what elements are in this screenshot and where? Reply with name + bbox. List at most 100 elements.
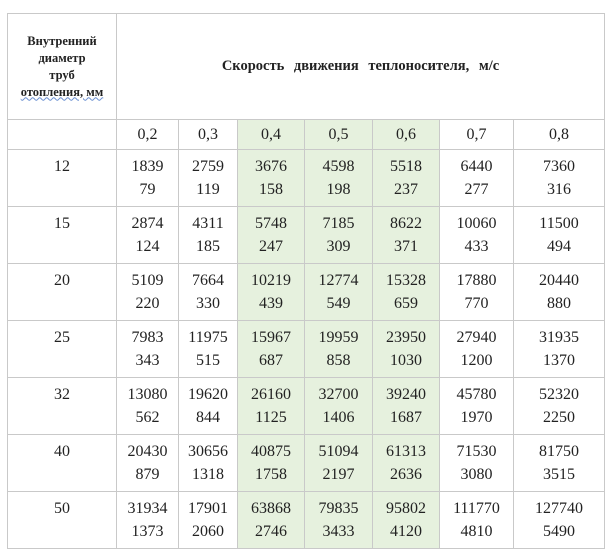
value-cell: 71530 3080 bbox=[440, 435, 514, 492]
power-value: 439 bbox=[259, 295, 283, 312]
flow-value: 20440 bbox=[539, 272, 579, 289]
value-cell: 7983 343 bbox=[117, 321, 179, 378]
diameter-header: Внутренний диаметр труб отопления, мм bbox=[7, 13, 117, 120]
power-value: 844 bbox=[196, 409, 220, 426]
value-cell: 31934 1373 bbox=[117, 492, 179, 549]
speed-value-cell: 0,4 bbox=[238, 120, 305, 150]
power-value: 1970 bbox=[460, 409, 493, 426]
table-row: 50 31934 1373 17901 2060 63868 2746 79835 3433 95… bbox=[7, 492, 605, 549]
value-cell: 39240 1687 bbox=[373, 378, 440, 435]
value-cell: 5748 247 bbox=[238, 207, 305, 264]
power-value: 1318 bbox=[192, 466, 224, 483]
power-value: 2197 bbox=[322, 466, 355, 483]
power-value: 2060 bbox=[192, 523, 224, 540]
speed-value-cell: 0,7 bbox=[440, 120, 514, 150]
flow-value: 20430 bbox=[127, 443, 168, 460]
value-cell: 7360 316 bbox=[514, 150, 605, 207]
value-cell: 4311 185 bbox=[179, 207, 238, 264]
flow-value: 40875 bbox=[251, 443, 291, 460]
power-value: 1687 bbox=[390, 409, 422, 426]
power-value: 2746 bbox=[255, 523, 287, 540]
value-cell: 26160 1125 bbox=[238, 378, 305, 435]
value-cell: 52320 2250 bbox=[514, 378, 605, 435]
flow-value: 13080 bbox=[127, 386, 168, 403]
value-cell: 31935 1370 bbox=[514, 321, 605, 378]
table-row: 25 7983 343 11975 515 15967 687 19959 858 23950 10… bbox=[7, 321, 605, 378]
value-cell: 19620 844 bbox=[179, 378, 238, 435]
table-row: 15 2874 124 4311 185 5748 247 7185 309 8622 371 100… bbox=[7, 207, 605, 264]
power-value: 880 bbox=[547, 295, 571, 312]
value-cell: 6440 277 bbox=[440, 150, 514, 207]
flow-value: 6440 bbox=[460, 158, 493, 175]
flow-value: 7664 bbox=[192, 272, 224, 289]
value-cell: 10060 433 bbox=[440, 207, 514, 264]
power-value: 1758 bbox=[255, 466, 287, 483]
flow-value: 30656 bbox=[188, 443, 228, 460]
flow-value: 52320 bbox=[539, 386, 579, 403]
value-cell: 10219 439 bbox=[238, 264, 305, 321]
power-value: 316 bbox=[547, 181, 571, 198]
value-cell: 17880 770 bbox=[440, 264, 514, 321]
power-value: 1030 bbox=[390, 352, 422, 369]
value-cell: 12774 549 bbox=[305, 264, 373, 321]
empty-corner-cell bbox=[7, 120, 117, 150]
diameter-cell: 25 bbox=[7, 321, 117, 378]
value-cell: 5518 237 bbox=[373, 150, 440, 207]
power-value: 494 bbox=[547, 238, 571, 255]
power-value: 3433 bbox=[322, 523, 355, 540]
table-row: 12 1839 79 2759 119 3676 158 4598 198 5518 237 6440… bbox=[7, 150, 605, 207]
flow-value: 11975 bbox=[188, 329, 228, 346]
flow-value: 4598 bbox=[322, 158, 355, 175]
power-value: 185 bbox=[196, 238, 220, 255]
value-cell: 19959 858 bbox=[305, 321, 373, 378]
flow-value: 1839 bbox=[131, 158, 164, 175]
value-cell: 17901 2060 bbox=[179, 492, 238, 549]
power-value: 549 bbox=[326, 295, 351, 312]
flow-value: 31934 bbox=[127, 500, 168, 517]
table-row: 20 5109 220 7664 330 10219 439 12774 549 15328 659… bbox=[7, 264, 605, 321]
diameter-cell: 50 bbox=[7, 492, 117, 549]
power-value: 371 bbox=[394, 238, 418, 255]
flow-value: 15967 bbox=[251, 329, 291, 346]
power-value: 515 bbox=[196, 352, 220, 369]
speed-value-cell: 0,2 bbox=[117, 120, 179, 150]
value-cell: 127740 5490 bbox=[514, 492, 605, 549]
table-row: 40 20430 879 30656 1318 40875 1758 51094 2197 613… bbox=[7, 435, 605, 492]
heat-flow-table: Внутренний диаметр труб отопления, мм Ск… bbox=[7, 13, 605, 549]
value-cell: 4598 198 bbox=[305, 150, 373, 207]
value-cell: 27940 1200 bbox=[440, 321, 514, 378]
power-value: 659 bbox=[394, 295, 418, 312]
flow-value: 63868 bbox=[251, 500, 291, 517]
value-cell: 23950 1030 bbox=[373, 321, 440, 378]
flow-value: 19959 bbox=[318, 329, 359, 346]
value-cell: 95802 4120 bbox=[373, 492, 440, 549]
speed-value-cell: 0,6 bbox=[373, 120, 440, 150]
diameter-header-line: отопления, мм bbox=[20, 84, 104, 99]
power-value: 1373 bbox=[131, 523, 164, 540]
speed-header: Скорость движения теплоносителя, м/с bbox=[117, 13, 605, 120]
power-value: 770 bbox=[464, 295, 489, 312]
value-cell: 2874 124 bbox=[117, 207, 179, 264]
table-row: 32 13080 562 19620 844 26160 1125 32700 1406 3924… bbox=[7, 378, 605, 435]
speed-value-cell: 0,5 bbox=[305, 120, 373, 150]
power-value: 858 bbox=[326, 352, 351, 369]
flow-value: 5748 bbox=[255, 215, 287, 232]
flow-value: 81750 bbox=[539, 443, 579, 460]
power-value: 2636 bbox=[390, 466, 422, 483]
flow-value: 10219 bbox=[251, 272, 291, 289]
header-row: Внутренний диаметр труб отопления, мм Ск… bbox=[7, 13, 605, 120]
power-value: 3515 bbox=[543, 466, 575, 483]
power-value: 124 bbox=[135, 238, 160, 255]
value-cell: 32700 1406 bbox=[305, 378, 373, 435]
value-cell: 7664 330 bbox=[179, 264, 238, 321]
diameter-header-line: Внутренний bbox=[27, 33, 97, 48]
power-value: 247 bbox=[259, 238, 283, 255]
flow-value: 8622 bbox=[390, 215, 422, 232]
value-cell: 51094 2197 bbox=[305, 435, 373, 492]
flow-value: 79835 bbox=[318, 500, 359, 517]
diameter-cell: 12 bbox=[7, 150, 117, 207]
value-cell: 13080 562 bbox=[117, 378, 179, 435]
diameter-cell: 40 bbox=[7, 435, 117, 492]
speed-values-row: 0,2 0,3 0,4 0,5 0,6 0,7 0,8 bbox=[7, 120, 605, 150]
flow-value: 27940 bbox=[456, 329, 497, 346]
